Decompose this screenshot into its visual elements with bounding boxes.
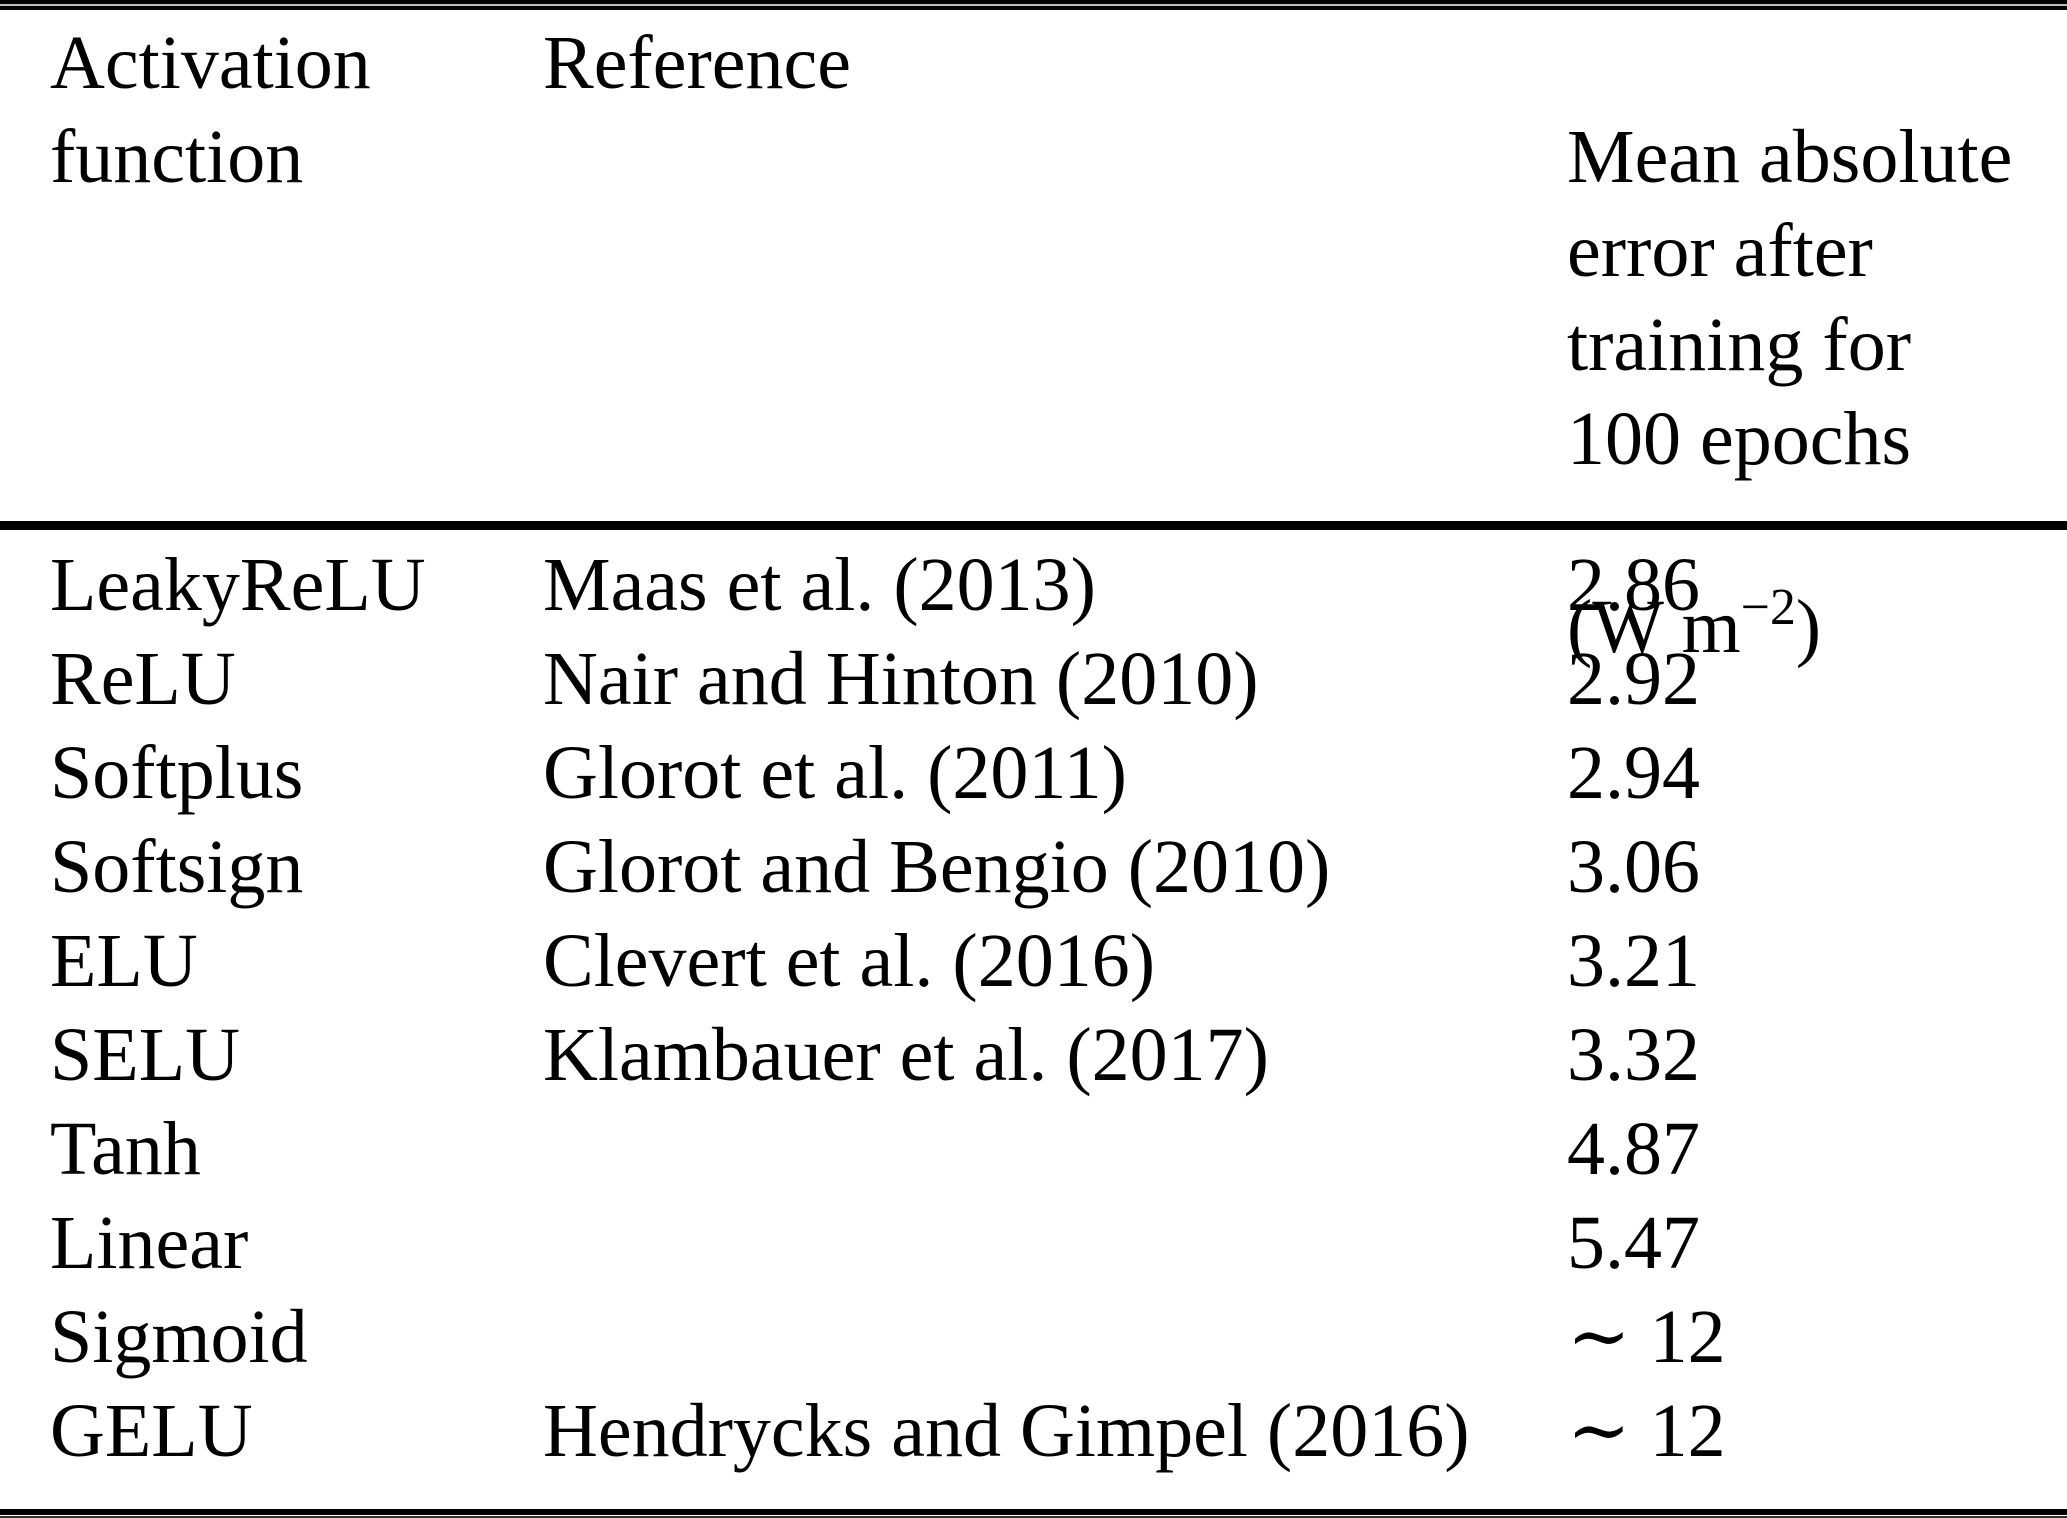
table-row: ReLU Nair and Hinton (2010) 2.92 [50,632,2067,726]
cell-reference: Klambauer et al. (2017) [543,1013,1269,1097]
cell-activation-function: Tanh [50,1107,201,1191]
cell-reference [543,1102,1567,1196]
cell-activation-function: Softplus [50,731,304,815]
table-top-rule-outer [0,0,2067,4]
cell-activation-function: SELU [50,1013,240,1097]
cell-reference: Nair and Hinton (2010) [543,637,1259,721]
table-row: LeakyReLU Maas et al. (2013) 2.86 [50,538,2067,632]
cell-error: ∼ 12 [1567,1295,1726,1379]
cell-reference: Maas et al. (2013) [543,543,1096,627]
cell-reference [543,1290,1567,1384]
cell-reference: Clevert et al. (2016) [543,919,1156,1003]
cell-reference: Glorot et al. (2011) [543,731,1127,815]
cell-error: 4.87 [1567,1107,1700,1191]
table-bottom-rule-outer [0,1509,2067,1515]
table-row: Tanh 4.87 [50,1102,2067,1196]
unit-suffix: ) [1795,585,1822,669]
cell-activation-function: GELU [50,1389,253,1473]
unit-exponent: −2 [1740,578,1796,636]
header-activation-function: Activation function [50,21,371,199]
cell-error: 2.92 [1567,637,1700,721]
cell-error: 3.06 [1567,825,1700,909]
table-row: SELU Klambauer et al. (2017) 3.32 [50,1008,2067,1102]
cell-error: ∼ 12 [1567,1389,1726,1473]
unit-prefix: (W m [1567,585,1741,669]
table-bottom-rule-inner [0,1516,2067,1518]
cell-activation-function: Softsign [50,825,304,909]
cell-activation-function: Linear [50,1201,249,1285]
cell-error: 3.32 [1567,1013,1700,1097]
header-mae-unit: (W m−2) [1567,578,2067,683]
header-reference: Reference [543,21,851,105]
table-body: LeakyReLU Maas et al. (2013) 2.86 ReLU N… [50,538,2067,1478]
cell-activation-function: ELU [50,919,198,1003]
table-row: Linear 5.47 [50,1196,2067,1290]
cell-error: 2.94 [1567,731,1700,815]
header-mean-absolute-error: Mean absolute error after training for 1… [1567,16,2067,777]
cell-activation-function: LeakyReLU [50,543,426,627]
cell-reference: Hendrycks and Gimpel (2016) [543,1389,1470,1473]
table-top-rule-gap [0,4,2067,6]
cell-reference: Glorot and Bengio (2010) [543,825,1331,909]
table-row: Softplus Glorot et al. (2011) 2.94 [50,726,2067,820]
cell-error: 2.86 [1567,543,1700,627]
table-row: GELU Hendrycks and Gimpel (2016) ∼ 12 [50,1384,2067,1478]
table-row: ELU Clevert et al. (2016) 3.21 [50,914,2067,1008]
table-row: Sigmoid ∼ 12 [50,1290,2067,1384]
cell-activation-function: ReLU [50,637,236,721]
cell-reference [543,1196,1567,1290]
cell-activation-function: Sigmoid [50,1295,308,1379]
table-row: Softsign Glorot and Bengio (2010) 3.06 [50,820,2067,914]
table-header-separator-rule [0,521,2067,530]
cell-error: 3.21 [1567,919,1700,1003]
table-top-rule-inner [0,6,2067,10]
cell-error: 5.47 [1567,1201,1700,1285]
header-mae-lines: Mean absolute error after training for 1… [1567,115,2013,481]
